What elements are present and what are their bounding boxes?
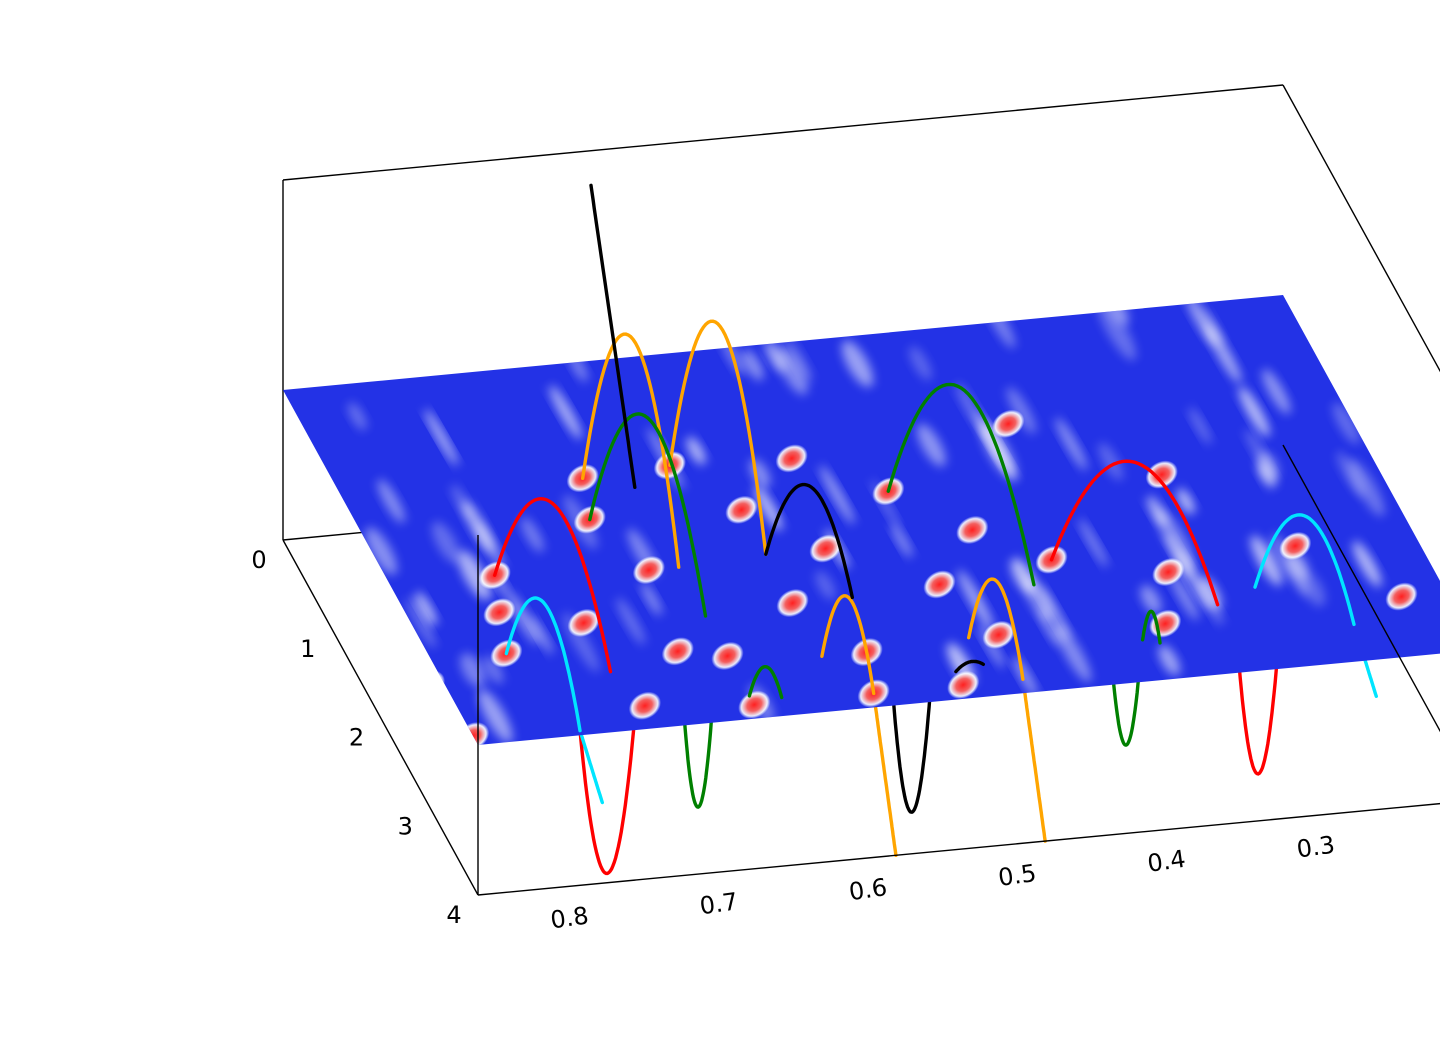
y-tick-label: 0 <box>251 546 266 574</box>
trajectory-line <box>1023 679 1045 841</box>
y-tick-label: 2 <box>349 724 364 752</box>
y-tick-label: 1 <box>300 635 315 663</box>
y-tick-label: 3 <box>398 812 413 840</box>
box-edge-back <box>283 85 1283 180</box>
surface-plane <box>283 292 1440 756</box>
x-tick-label: 0.5 <box>996 859 1038 892</box>
trajectory-line <box>685 713 712 807</box>
x-tick-label: 0.8 <box>549 901 591 934</box>
x-tick-label: 0.4 <box>1146 845 1188 878</box>
trajectory-line <box>580 716 635 873</box>
x-tick-label: 0.3 <box>1295 831 1337 864</box>
x-tick-label: 0.6 <box>847 873 889 906</box>
trajectory-line <box>874 693 896 855</box>
y-tick-label: 4 <box>446 901 461 929</box>
x-tick-label: 0.7 <box>698 887 740 920</box>
